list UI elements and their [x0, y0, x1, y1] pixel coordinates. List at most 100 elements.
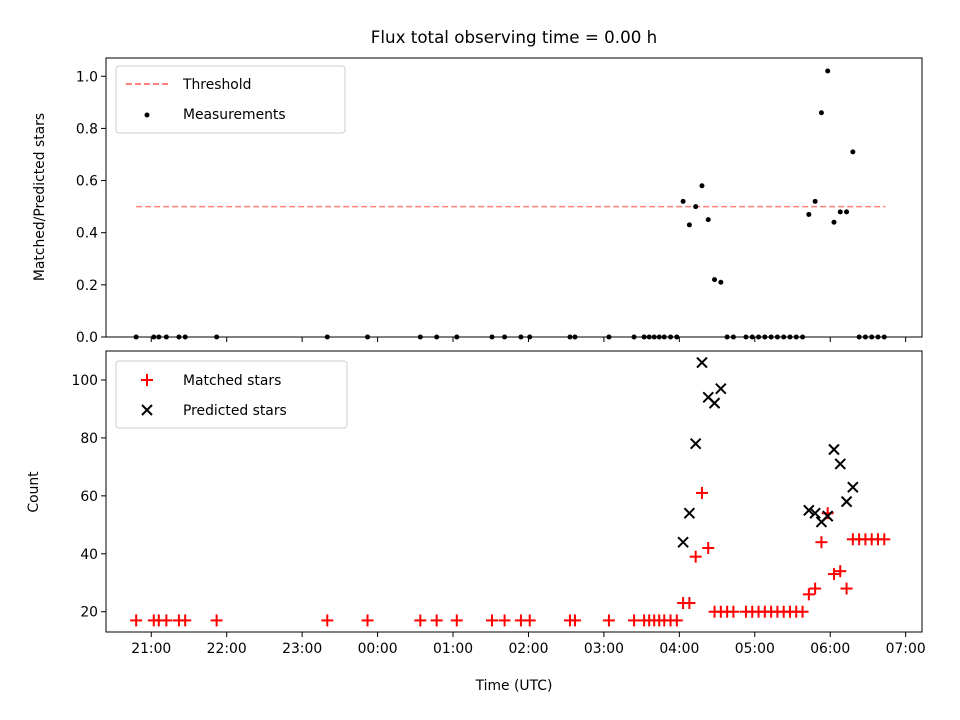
data-point — [815, 536, 828, 549]
legend-threshold-label: Threshold — [182, 77, 251, 93]
data-point — [498, 614, 511, 627]
x-tick-label: 03:00 — [584, 641, 624, 657]
ratio-panel: 0.0 0.2 0.4 0.6 0.8 1.0 Matched/Predicted sta… — [32, 57, 923, 346]
count-plot-frame — [105, 350, 923, 633]
data-point — [818, 110, 824, 116]
y-tick-label: 80 — [80, 431, 98, 447]
chart-title: Flux total observing time = 0.00 h — [371, 27, 657, 47]
y-tick-label: 100 — [71, 373, 98, 389]
y-tick-label: 60 — [80, 489, 98, 505]
data-point — [806, 211, 812, 217]
data-point — [831, 219, 837, 225]
data-point — [683, 597, 696, 610]
data-point — [847, 481, 859, 493]
count-legend: Matched stars Predicted stars — [115, 360, 348, 429]
data-point — [450, 614, 463, 627]
data-point — [160, 614, 173, 627]
data-point — [130, 614, 143, 627]
y-tick-label: 0.8 — [76, 121, 98, 137]
data-point — [677, 536, 689, 548]
x-axis-label: Time (UTC) — [475, 678, 553, 694]
y-tick-label: 1.0 — [76, 69, 98, 85]
ratio-plot-frame — [105, 57, 923, 338]
count-panel: 20 40 60 80 100 21:00 22:00 23:00 00:00 01:00 02:… — [26, 350, 926, 694]
data-point — [727, 605, 740, 618]
data-point — [693, 204, 699, 210]
data-point — [689, 437, 702, 450]
data-point — [825, 68, 831, 74]
data-point — [812, 198, 818, 204]
data-point — [715, 382, 727, 395]
x-tick-label: 04:00 — [659, 641, 699, 657]
ratio-legend-box — [115, 65, 346, 134]
y-tick-label: 0.0 — [76, 330, 98, 346]
count-x-axis: 21:00 22:00 23:00 00:00 01:00 02:00 03:00 04:00… — [131, 632, 926, 657]
data-point — [670, 614, 683, 627]
data-point — [844, 209, 850, 215]
legend-measurements-swatch — [144, 112, 150, 118]
y-tick-label: 0.2 — [76, 278, 98, 294]
data-point — [821, 510, 834, 522]
data-point — [708, 397, 721, 409]
data-point — [680, 198, 686, 204]
data-point — [361, 614, 374, 627]
data-point — [179, 614, 192, 627]
data-point — [485, 614, 498, 627]
count-y-axis: 20 40 60 80 100 — [71, 373, 106, 621]
data-point — [834, 458, 846, 470]
data-point — [840, 495, 853, 508]
legend-matched-label: Matched stars — [183, 373, 281, 389]
series-matched-stars — [130, 486, 891, 627]
y-tick-label: 0.6 — [76, 174, 98, 190]
count-marks — [130, 356, 891, 627]
ratio-legend: Threshold Measurements — [115, 65, 346, 134]
data-point — [809, 507, 821, 519]
ratio-x-axis — [150, 337, 907, 342]
x-tick-label: 07:00 — [886, 641, 926, 657]
data-point — [699, 183, 705, 189]
data-point — [321, 614, 334, 627]
x-tick-label: 01:00 — [433, 641, 473, 657]
data-point — [712, 277, 718, 283]
data-point — [827, 568, 840, 581]
x-tick-label: 23:00 — [282, 641, 322, 657]
ratio-y-axis-label: Matched/Predicted stars — [32, 113, 48, 281]
data-point — [683, 507, 696, 519]
x-tick-label: 06:00 — [810, 641, 850, 657]
data-point — [840, 582, 853, 595]
x-tick-label: 05:00 — [735, 641, 775, 657]
data-point — [802, 588, 815, 601]
data-point — [809, 582, 822, 595]
data-point — [705, 217, 711, 223]
y-tick-label: 0.4 — [76, 226, 98, 242]
data-point — [718, 279, 724, 285]
y-tick-label: 40 — [80, 547, 98, 563]
legend-measurements-label: Measurements — [183, 107, 286, 123]
data-point — [850, 149, 856, 155]
data-point — [828, 443, 840, 456]
count-legend-box — [115, 360, 348, 429]
data-point — [837, 209, 843, 215]
data-point — [210, 614, 223, 627]
legend-matched-swatch — [141, 374, 153, 386]
ratio-y-axis: 0.0 0.2 0.4 0.6 0.8 1.0 — [76, 69, 106, 346]
data-point — [803, 504, 815, 517]
data-point — [834, 565, 847, 578]
data-point — [602, 614, 615, 627]
data-point — [686, 222, 692, 228]
x-tick-label: 02:00 — [508, 641, 548, 657]
data-point — [414, 614, 427, 627]
data-point — [523, 614, 536, 627]
data-point — [878, 533, 891, 546]
x-tick-label: 21:00 — [131, 641, 171, 657]
x-tick-label: 22:00 — [207, 641, 247, 657]
x-tick-label: 00:00 — [358, 641, 398, 657]
data-point — [696, 356, 708, 369]
legend-predicted-swatch — [141, 404, 153, 416]
count-y-axis-label: Count — [26, 471, 42, 513]
data-point — [689, 550, 702, 563]
series-predicted-stars — [677, 356, 859, 548]
data-point — [695, 486, 708, 499]
y-tick-label: 20 — [80, 605, 98, 621]
